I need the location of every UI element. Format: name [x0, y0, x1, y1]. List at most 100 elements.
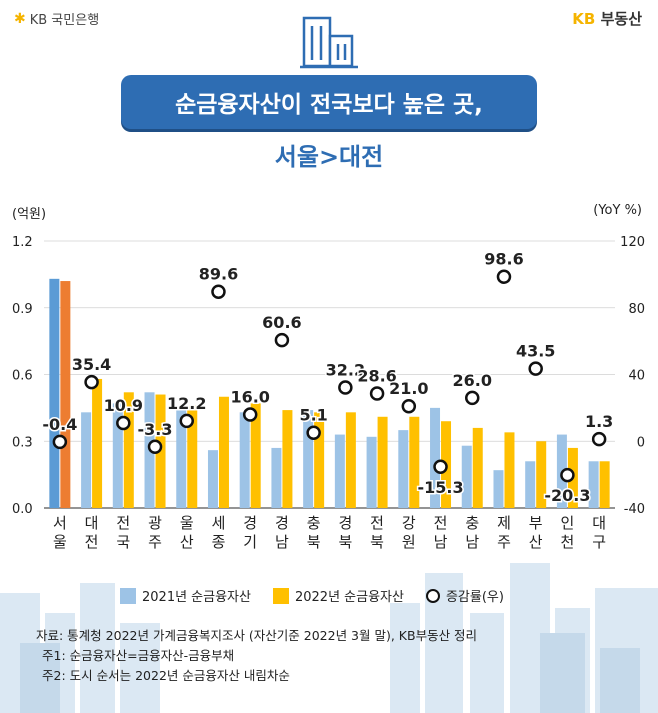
rate-marker-1 — [84, 374, 99, 390]
bar-2021-8 — [303, 410, 314, 508]
rate-marker-2 — [116, 415, 131, 431]
rate-label-16: -20.3 — [544, 486, 590, 505]
rate-marker-16 — [560, 467, 575, 483]
rate-label-17: 1.3 — [585, 412, 613, 431]
left-tick-label: 0.3 — [12, 435, 33, 450]
category-label-char: 종 — [212, 533, 226, 551]
left-axis-unit: (억원) — [12, 207, 47, 222]
category-label-char: 충 — [307, 514, 321, 532]
bar-2022-14 — [504, 432, 515, 508]
left-tick-label: 0.6 — [12, 369, 33, 384]
bar-2022-4 — [187, 405, 198, 508]
rate-label-6: 16.0 — [230, 388, 269, 407]
bar-2021-15 — [525, 461, 536, 508]
rate-marker-5 — [211, 284, 226, 299]
legend-swatch-2021 — [120, 587, 136, 604]
category-label-char: 경 — [243, 514, 257, 532]
rate-marker-7 — [274, 332, 290, 348]
rate-label-12: -15.3 — [417, 478, 463, 497]
rate-marker-6 — [242, 407, 258, 422]
bar-2021-9 — [334, 434, 345, 508]
legend-label-rate: 증감률(우) — [445, 590, 504, 605]
left-tick-label: 0.9 — [12, 302, 33, 317]
left-tick-label: 1.2 — [12, 235, 33, 250]
rate-marker-10 — [369, 386, 385, 401]
bar-2021-14 — [493, 470, 504, 508]
category-label-char: 기 — [243, 533, 257, 551]
bar-2021-0 — [49, 278, 60, 508]
category-label-char: 대 — [85, 514, 99, 532]
right-axis-unit: (YoY %) — [593, 203, 642, 218]
category-label-char: 전 — [370, 514, 384, 532]
category-label-char: 울 — [53, 533, 67, 551]
category-label-char: 주 — [148, 533, 162, 551]
category-label-char: 강 — [402, 514, 416, 532]
bar-2022-10 — [377, 416, 388, 508]
bar-line-chart: 0.00.30.60.91.2-4004080120서울대전전국광주울산세종경기… — [12, 235, 645, 551]
rate-label-15: 43.5 — [516, 342, 555, 361]
rate-label-1: 35.4 — [72, 355, 111, 374]
rate-label-10: 28.6 — [357, 367, 396, 386]
bar-2021-12 — [430, 407, 441, 508]
rate-label-11: 21.0 — [389, 379, 428, 398]
bar-2022-2 — [123, 392, 134, 508]
right-tick-label: 80 — [628, 302, 645, 317]
rate-label-14: 98.6 — [484, 250, 523, 269]
building-icon — [300, 16, 358, 69]
legend-label-2022: 2022년 순금융자산 — [294, 590, 404, 605]
legend-label-2021: 2021년 순금융자산 — [142, 590, 251, 605]
bar-2022-5 — [218, 396, 229, 508]
right-tick-label: 120 — [620, 235, 645, 250]
category-label-char: 울 — [180, 514, 194, 532]
chart-title: 순금융자산이 전국보다 높은 곳, — [121, 75, 537, 129]
category-label-char: 남 — [275, 533, 289, 551]
legend-item-2021: 2021년 순금융자산 — [120, 586, 251, 605]
rate-marker-15 — [528, 361, 543, 376]
bank-logo-text: KB 국민은행 — [29, 13, 100, 28]
rate-marker-11 — [401, 398, 417, 414]
category-label-char: 경 — [275, 514, 289, 532]
category-label-char: 인 — [561, 514, 575, 532]
right-tick-label: 40 — [628, 369, 645, 384]
category-label-char: 북 — [370, 533, 384, 551]
category-label-char: 전 — [434, 514, 448, 532]
brand-logo-text: 부동산 — [600, 10, 642, 28]
right-tick-label: -40 — [624, 502, 645, 517]
rate-label-8: 5.1 — [299, 406, 327, 425]
category-label-char: 구 — [592, 533, 606, 551]
rate-label-7: 60.6 — [262, 313, 301, 332]
category-label-char: 천 — [561, 533, 575, 551]
bar-2021-13 — [461, 445, 472, 508]
bar-2021-10 — [366, 436, 377, 508]
note-line-1: 주1: 순금융자산=금융자산-금융부채 — [42, 648, 235, 663]
category-label-char: 제 — [497, 514, 511, 532]
category-label-char: 산 — [180, 533, 194, 551]
left-tick-label: 0.0 — [12, 502, 33, 517]
rate-marker-13 — [465, 390, 480, 406]
brand-kb-text: KB — [572, 10, 596, 28]
rate-label-0: -0.4 — [42, 415, 77, 434]
category-label-char: 산 — [529, 533, 543, 551]
bar-2022-13 — [472, 427, 483, 508]
category-label-char: 북 — [338, 533, 352, 551]
rate-marker-9 — [338, 380, 353, 395]
bar-2022-7 — [282, 410, 293, 508]
category-label-char: 세 — [212, 514, 226, 532]
legend-swatch-2022 — [272, 587, 289, 604]
bar-2022-0 — [60, 281, 71, 508]
bar-2022-9 — [345, 412, 356, 508]
rate-label-13: 26.0 — [453, 371, 492, 390]
bar-2021-17 — [588, 461, 599, 508]
rate-marker-12 — [433, 459, 448, 475]
category-label-char: 남 — [465, 533, 479, 551]
rate-marker-14 — [496, 269, 512, 284]
category-label-char: 부 — [529, 514, 543, 532]
source-notes: 자료: 통계청 2022년 가계금융복지조사 (자산기준 2022년 3월 말)… — [36, 626, 477, 686]
category-label-char: 전 — [116, 514, 130, 532]
right-tick-label: 0 — [637, 435, 645, 450]
bar-2021-5 — [207, 450, 218, 508]
bar-2022-11 — [409, 416, 420, 508]
kb-realestate-logo: KB 부동산 — [572, 8, 642, 29]
category-label-char: 경 — [338, 514, 352, 532]
rate-marker-0 — [52, 434, 68, 450]
